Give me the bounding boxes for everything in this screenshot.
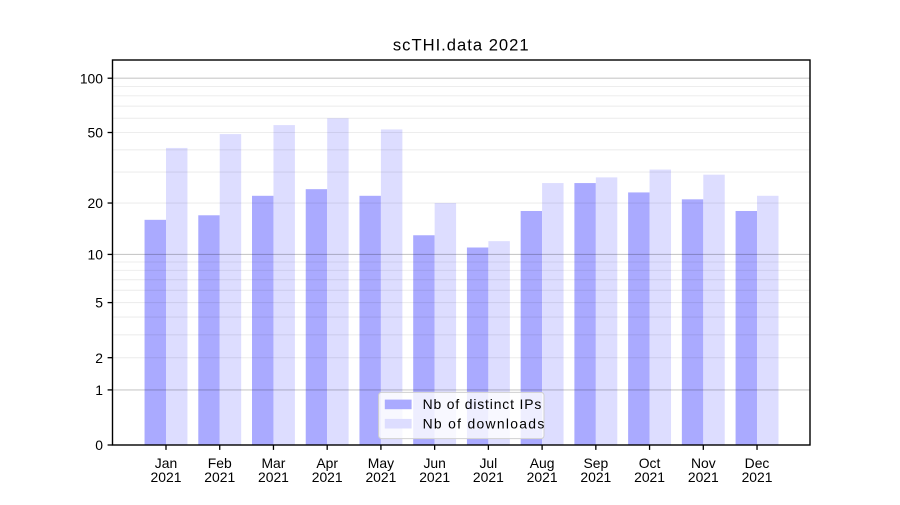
- svg-text:Oct: Oct: [639, 455, 661, 471]
- svg-text:2021: 2021: [580, 469, 611, 485]
- svg-text:Dec: Dec: [745, 455, 770, 471]
- svg-text:Feb: Feb: [208, 455, 232, 471]
- svg-text:Nb of distinct IPs: Nb of distinct IPs: [423, 396, 543, 412]
- svg-text:Mar: Mar: [261, 455, 285, 471]
- svg-text:Apr: Apr: [316, 455, 338, 471]
- svg-text:May: May: [368, 455, 394, 471]
- svg-text:Nb of downloads: Nb of downloads: [423, 416, 546, 432]
- svg-text:Jun: Jun: [423, 455, 445, 471]
- svg-text:2: 2: [95, 350, 103, 366]
- svg-text:2021: 2021: [365, 469, 396, 485]
- svg-text:2021: 2021: [204, 469, 235, 485]
- svg-text:scTHI.data 2021: scTHI.data 2021: [393, 36, 530, 55]
- svg-text:Nov: Nov: [691, 455, 716, 471]
- svg-text:Jul: Jul: [479, 455, 497, 471]
- svg-text:2021: 2021: [527, 469, 558, 485]
- svg-text:20: 20: [88, 195, 104, 211]
- svg-text:100: 100: [80, 70, 103, 86]
- svg-text:2021: 2021: [688, 469, 719, 485]
- svg-text:0: 0: [95, 437, 103, 453]
- svg-text:2021: 2021: [742, 469, 773, 485]
- svg-text:5: 5: [95, 295, 103, 311]
- svg-text:2021: 2021: [151, 469, 182, 485]
- svg-text:Aug: Aug: [530, 455, 555, 471]
- svg-text:50: 50: [88, 125, 104, 141]
- svg-text:2021: 2021: [312, 469, 343, 485]
- svg-text:2021: 2021: [473, 469, 504, 485]
- svg-text:2021: 2021: [419, 469, 450, 485]
- svg-text:Jan: Jan: [155, 455, 177, 471]
- svg-text:10: 10: [88, 247, 104, 263]
- svg-text:2021: 2021: [258, 469, 289, 485]
- svg-text:Sep: Sep: [583, 455, 608, 471]
- svg-text:2021: 2021: [634, 469, 665, 485]
- svg-text:1: 1: [95, 382, 103, 398]
